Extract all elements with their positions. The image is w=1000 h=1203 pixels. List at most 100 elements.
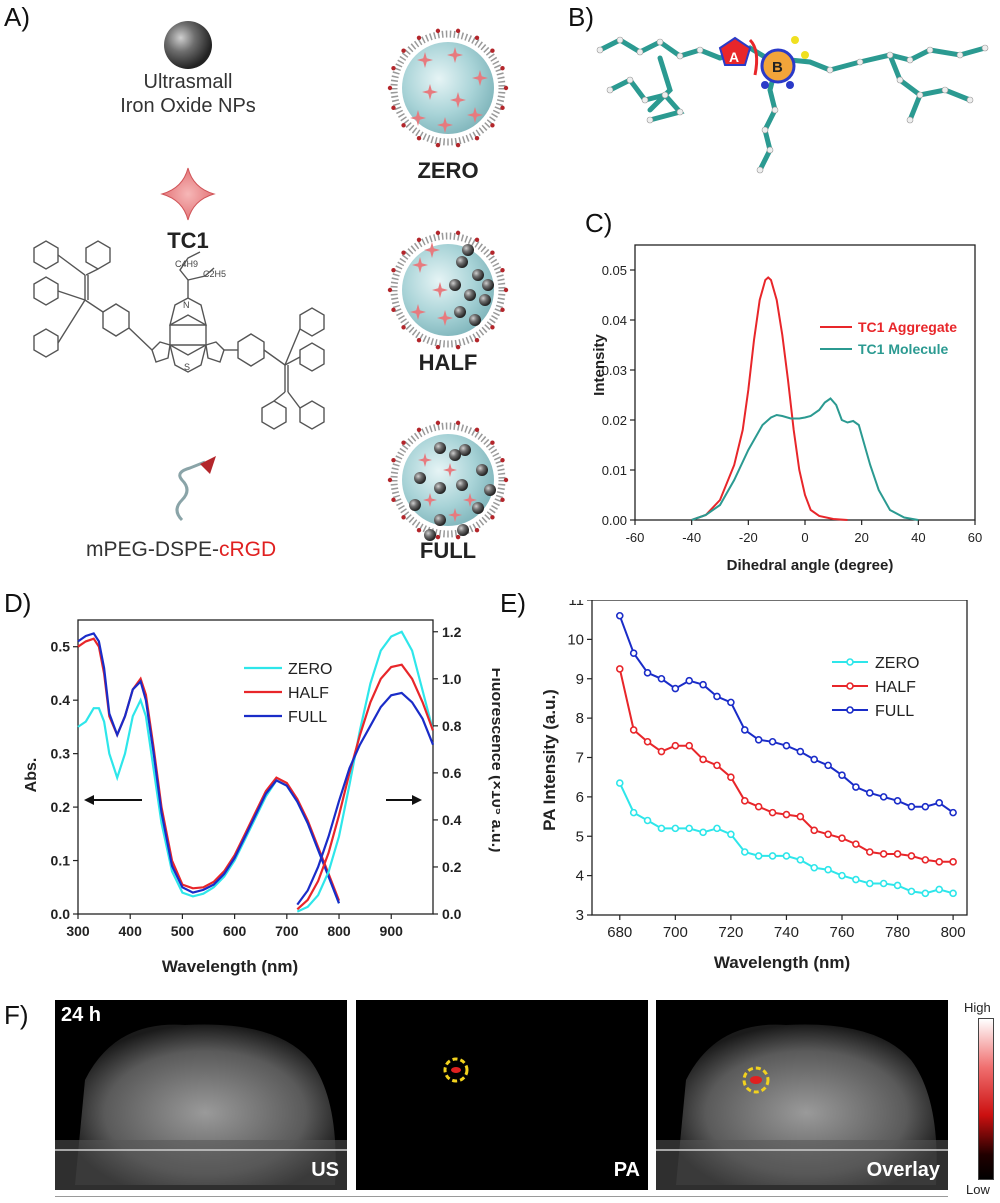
legend-marker xyxy=(846,658,854,666)
x-tick-label: 900 xyxy=(380,923,404,939)
crgd-dot-icon xyxy=(474,338,480,343)
plot-frame xyxy=(77,619,434,915)
y2-tick-label: 1.0 xyxy=(442,671,462,687)
crgd-dot-icon xyxy=(474,35,480,40)
x-tick-label: 680 xyxy=(607,924,632,941)
data-point xyxy=(727,698,735,707)
tc1-star-mini-icon xyxy=(437,117,453,133)
legend-label: HALF xyxy=(875,679,916,696)
x-tick-label: 40 xyxy=(911,530,925,545)
tc1-star-mini-icon xyxy=(412,257,428,273)
iron-oxide-mini-icon xyxy=(434,482,446,494)
crgd-dot-icon xyxy=(391,267,396,273)
x-tick-label: -20 xyxy=(739,530,758,545)
crgd-dot-icon xyxy=(503,85,509,91)
crgd-dot-icon xyxy=(455,420,461,426)
data-point xyxy=(907,887,916,896)
data-point xyxy=(740,848,749,856)
tc1-star-icon xyxy=(160,167,216,221)
data-point xyxy=(657,747,666,756)
data-point xyxy=(893,881,902,890)
series-line-1 xyxy=(618,668,954,863)
data-point xyxy=(629,726,638,734)
hydrogen-atom-icon xyxy=(906,56,914,64)
crgd-dot-icon xyxy=(391,65,396,71)
chart-c-ylabel: Intensity xyxy=(591,334,608,396)
hydrogen-atom-icon xyxy=(626,76,634,84)
data-point xyxy=(865,789,874,797)
series-line-4 xyxy=(296,663,435,911)
data-point xyxy=(699,680,707,689)
x-tick-label: 20 xyxy=(854,530,868,545)
arrow-right-icon xyxy=(386,795,422,805)
data-point xyxy=(713,692,721,701)
iron-oxide-mini-icon xyxy=(424,529,436,541)
data-point xyxy=(810,755,819,764)
peg-label-crgd: cRGD xyxy=(219,538,277,561)
crgd-dot-icon xyxy=(490,515,495,520)
crgd-dot-icon xyxy=(455,28,461,34)
y-tick-label: 5 xyxy=(576,828,584,845)
tc1-star-mini-icon xyxy=(418,453,432,467)
particle-full xyxy=(390,422,506,538)
hydrogen-atom-icon xyxy=(636,48,644,56)
y-tick-label: 11 xyxy=(568,600,584,609)
iron-oxide-mini-icon xyxy=(462,244,474,256)
hydrogen-atom-icon xyxy=(641,96,649,104)
data-point xyxy=(865,848,874,856)
chart-d-xlabel: Wavelength (nm) xyxy=(162,957,298,976)
tc1-star-mini-icon xyxy=(472,70,488,86)
data-point xyxy=(838,771,846,780)
ring-a-icon xyxy=(718,36,752,66)
crgd-dot-icon xyxy=(416,528,422,533)
data-point xyxy=(768,808,777,817)
y-tick-label: 0.05 xyxy=(602,263,627,278)
panel-e-label: E) xyxy=(500,588,526,618)
crgd-dot-icon xyxy=(435,28,441,34)
y-tick-label: 8 xyxy=(576,710,584,727)
legend-label: TC1 Molecule xyxy=(858,341,948,357)
y-tick-label: 0.5 xyxy=(51,639,71,655)
tc1-star-mini-icon xyxy=(448,508,462,522)
tc1-star-mini-icon xyxy=(417,52,433,68)
struct-c2h5-label: C2H5 xyxy=(203,269,226,279)
crgd-dot-icon xyxy=(500,267,505,273)
y-tick-label: 0.00 xyxy=(602,513,627,528)
y2-tick-label: 0.4 xyxy=(442,812,462,828)
iron-oxide-mini-icon xyxy=(472,502,484,514)
particle-half-label: HALF xyxy=(418,350,478,375)
legend-label: ZERO xyxy=(288,661,332,678)
struct-n-label: N xyxy=(183,300,190,310)
data-point xyxy=(754,852,763,860)
sulfur-atom-icon xyxy=(801,51,809,59)
tc1-star-mini-icon xyxy=(423,493,437,507)
crgd-dot-icon xyxy=(474,237,480,242)
crgd-dot-icon xyxy=(416,427,422,432)
y-tick-label: 0.1 xyxy=(51,853,71,869)
y-tick-label: 0.03 xyxy=(602,363,627,378)
legend-label: HALF xyxy=(288,685,329,702)
tc1-structure-icon xyxy=(33,240,325,430)
hydrogen-atom-icon xyxy=(756,166,764,174)
crgd-dot-icon xyxy=(490,250,495,255)
y-tick-label: 4 xyxy=(576,868,584,885)
crgd-dot-icon xyxy=(455,534,461,540)
hydrogen-atom-icon xyxy=(646,116,654,124)
data-point xyxy=(907,852,916,860)
crgd-dot-icon xyxy=(455,344,461,350)
hydrogen-atom-icon xyxy=(676,52,684,60)
crgd-dot-icon xyxy=(490,325,495,330)
legend-marker xyxy=(846,682,854,690)
ring-b-label: B xyxy=(772,59,783,76)
hydrogen-atom-icon xyxy=(926,46,934,54)
x-tick-label: 500 xyxy=(171,923,195,939)
crgd-dot-icon xyxy=(500,457,505,463)
x-tick-label: -40 xyxy=(682,530,701,545)
hydrogen-atom-icon xyxy=(606,86,614,94)
y-tick-label: 0.4 xyxy=(51,692,71,708)
panel-b-molecule: A B xyxy=(596,36,989,174)
legend-label: ZERO xyxy=(875,655,919,672)
crgd-dot-icon xyxy=(490,123,495,128)
crgd-dot-icon xyxy=(474,528,480,533)
legend-label: FULL xyxy=(875,703,914,720)
